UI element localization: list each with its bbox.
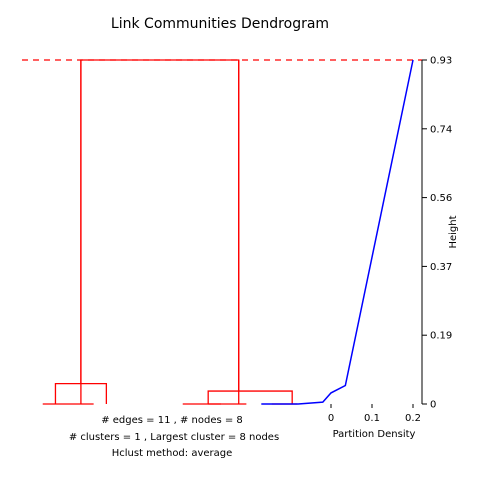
- partition-density-curve: [261, 59, 414, 405]
- dendrogram-merge-5: [207, 390, 293, 404]
- chart-title: Link Communities Dendrogram: [111, 16, 329, 32]
- dendrogram-tree: [42, 59, 298, 405]
- y-tick-label: 0: [430, 400, 436, 411]
- y-tick-label: 0.56: [430, 193, 452, 204]
- density-x-tick-label: 0: [328, 413, 334, 424]
- partition-density-line: [261, 59, 414, 405]
- dendrogram-merge-6: [80, 59, 240, 404]
- y-axis-label: Height: [448, 215, 459, 248]
- y-tick-label: 0.74: [430, 124, 452, 135]
- density-x-axis-ticks: 0 0.1 0.2: [328, 404, 421, 424]
- y-tick-label: 0.93: [430, 56, 452, 67]
- stats-clusters: # clusters = 1 , Largest cluster = 8 nod…: [69, 432, 279, 443]
- y-tick-label: 0.19: [430, 331, 452, 342]
- density-x-tick-label: 0.2: [405, 413, 421, 424]
- stats-hclust-method: Hclust method: average: [112, 448, 233, 459]
- y-axis-ticks: 0 0.19 0.37 0.56 0.74 0.93: [422, 56, 452, 411]
- density-x-axis-label: Partition Density: [333, 429, 416, 440]
- y-tick-label: 0.37: [430, 262, 452, 273]
- stats-edges-nodes: # edges = 11 , # nodes = 8: [101, 415, 243, 426]
- density-x-tick-label: 0.1: [364, 413, 380, 424]
